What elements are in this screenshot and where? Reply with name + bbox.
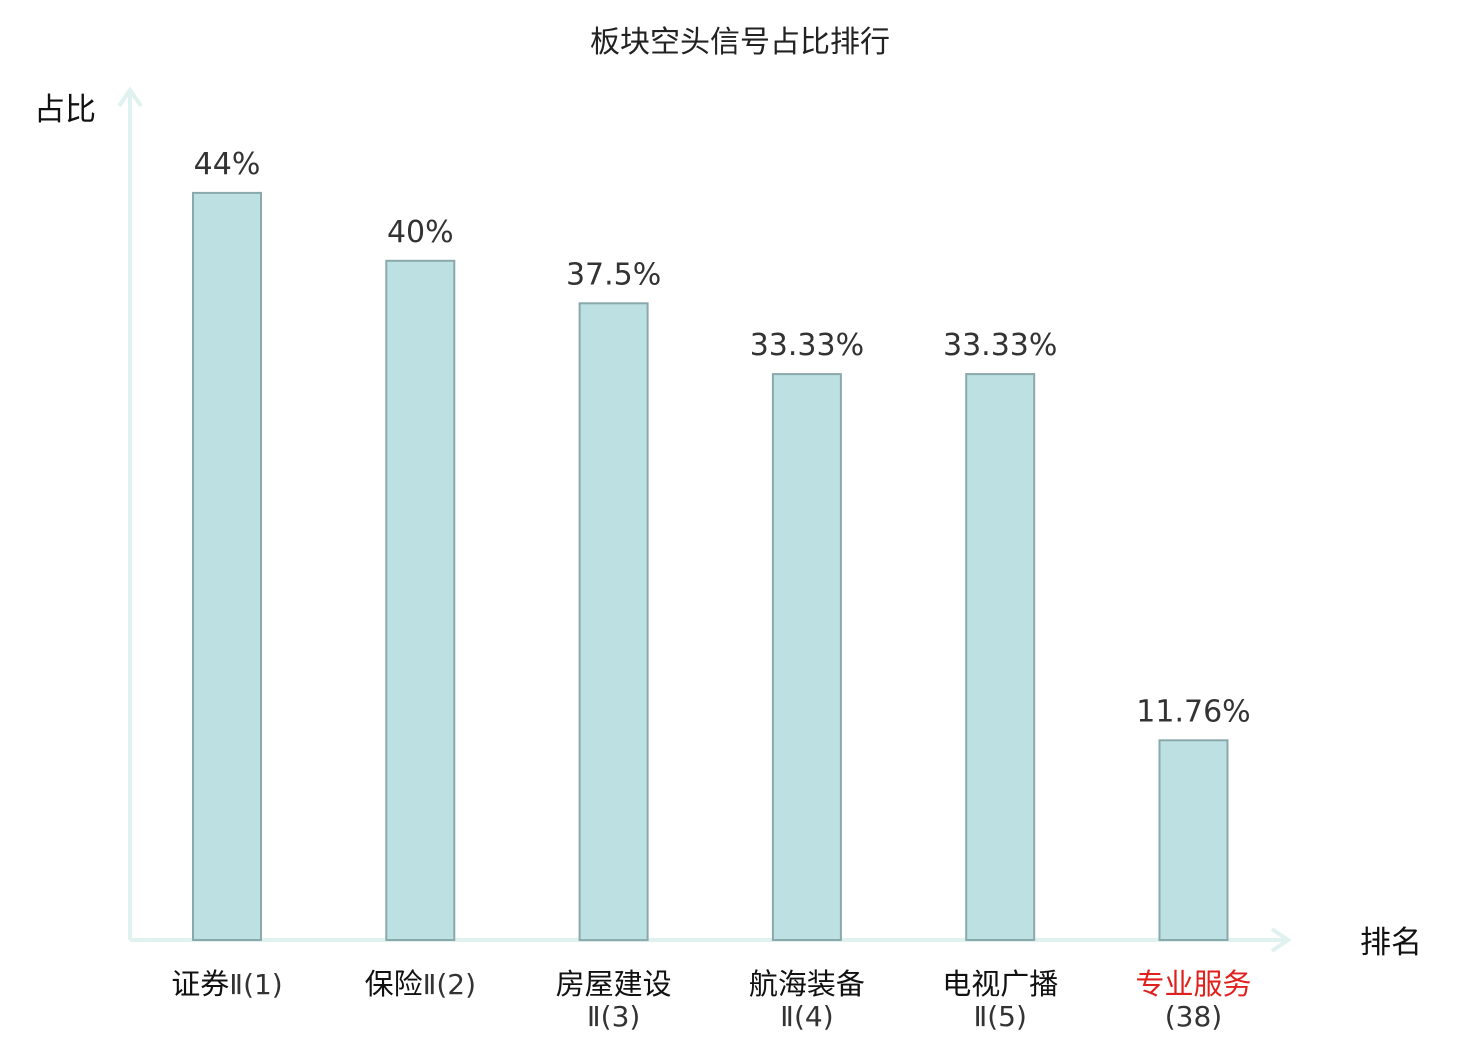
bars bbox=[192, 191, 1229, 942]
category-rank: Ⅱ(1) bbox=[229, 968, 282, 1001]
value-label-5: 33.33% bbox=[943, 328, 1057, 363]
category-label-4: 航海装备 bbox=[749, 967, 865, 1001]
x-axis bbox=[130, 927, 1292, 953]
bar-3 bbox=[578, 302, 649, 942]
value-label-4: 33.33% bbox=[750, 328, 864, 363]
category-rank-5: Ⅱ(5) bbox=[973, 1000, 1026, 1033]
category-name: 专业服务 bbox=[1135, 967, 1251, 1001]
category-name: 房屋建设 bbox=[556, 967, 672, 1001]
category-label-2: 保险Ⅱ(2) bbox=[365, 967, 476, 1001]
category-label-1: 证券Ⅱ(1) bbox=[171, 967, 282, 1001]
category-rank-6: (38) bbox=[1165, 1000, 1222, 1033]
category-name: 保险 bbox=[365, 967, 423, 1001]
category-name: 电视广播 bbox=[942, 967, 1058, 1001]
bar-4 bbox=[771, 373, 842, 942]
bar-5 bbox=[965, 373, 1036, 942]
category-rank: Ⅱ(2) bbox=[423, 968, 476, 1001]
value-labels: 44% 40% 37.5% 33.33% 33.33% 11.76% bbox=[194, 147, 1251, 729]
category-rank-3: Ⅱ(3) bbox=[587, 1000, 640, 1033]
value-label-1: 44% bbox=[194, 147, 261, 182]
category-rank-4: Ⅱ(4) bbox=[780, 1000, 833, 1033]
y-axis bbox=[117, 86, 143, 940]
x-axis-label: 排名 bbox=[1360, 925, 1422, 961]
category-label-3: 房屋建设 bbox=[556, 967, 672, 1001]
value-label-2: 40% bbox=[387, 215, 454, 250]
y-axis-label: 占比 bbox=[34, 92, 96, 128]
bar-1 bbox=[192, 191, 262, 941]
y-axis-arrow bbox=[117, 86, 143, 108]
bar-2 bbox=[385, 259, 456, 941]
value-label-6: 11.76% bbox=[1136, 694, 1250, 729]
category-name: 证券 bbox=[171, 967, 229, 1001]
x-axis-arrow bbox=[1270, 927, 1292, 953]
bar-6 bbox=[1158, 739, 1229, 941]
chart-title: 板块空头信号占比排行 bbox=[590, 25, 890, 60]
category-label-5: 电视广播 bbox=[942, 967, 1058, 1001]
category-name: 航海装备 bbox=[749, 967, 865, 1001]
category-label-6: 专业服务 bbox=[1135, 967, 1251, 1001]
value-label-3: 37.5% bbox=[566, 257, 661, 292]
